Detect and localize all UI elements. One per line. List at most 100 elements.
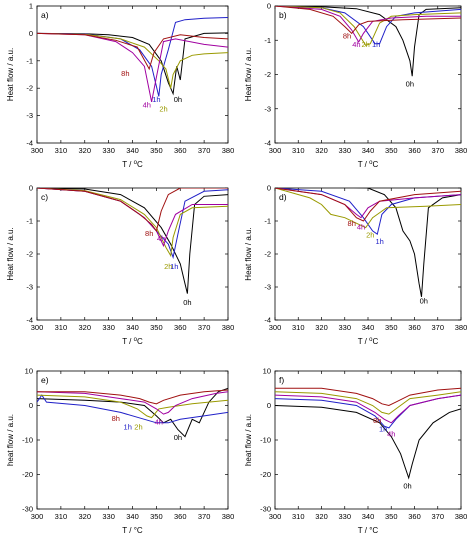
panel-label: f) [279,375,284,385]
x-tick-label: 340 [126,323,139,332]
y-tick-label: -4 [264,139,271,148]
panel-label: d) [279,192,287,202]
curve-label-4h: 4h [357,222,365,231]
series-line-8h [275,6,461,35]
x-tick-label: 340 [362,512,375,521]
series-line-4h [37,391,228,415]
x-axis-title: T / oC [358,337,379,346]
y-tick-label: -30 [260,505,271,514]
x-tick-label: 380 [455,146,468,155]
y-tick-label: -1 [264,217,271,226]
y-tick-label: -20 [22,470,33,479]
x-tick-label: 310 [292,323,305,332]
series-line-8h [275,188,461,222]
series-line-0h [37,188,228,294]
series-line-2h [37,394,228,419]
series-line-1h [37,394,228,424]
x-tick-label: 330 [338,146,351,155]
x-tick-label: 330 [102,512,115,521]
y-tick-label: -2 [264,70,271,79]
x-tick-label: 330 [102,146,115,155]
chart-panel-1: 300 310 320 330 340 350 360 370 380 1 0 -1 -2 -3 -4 T /… [6,2,234,170]
x-tick-label: 300 [31,146,44,155]
chart-panel-6: 300 310 320 330 340 350 360 370 380 10 0 -10 -20 -30 T… [244,367,467,536]
x-tick-label: 340 [126,146,139,155]
x-tick-label: 360 [408,512,421,521]
y-tick-label: 0 [267,184,271,193]
curve-label-0h: 0h [403,481,411,490]
x-tick-label: 300 [31,323,44,332]
series-line-4h [275,394,461,424]
plot-frame [274,370,462,510]
y-tick-label: 1 [29,2,33,11]
curve-label-2h: 2h [134,423,142,432]
panel-label: a) [41,10,49,20]
x-tick-label: 300 [269,323,282,332]
curve-label-8h: 8h [121,69,129,78]
series-line-8h [37,188,228,233]
series-line-4h [275,6,461,44]
series-line-2h [275,391,461,415]
series-line-2h [37,188,228,258]
y-tick-label: -3 [264,283,271,292]
y-axis-title: Heat flow / a.u. [6,48,15,101]
y-tick-label: -1 [26,217,33,226]
x-tick-label: 360 [408,146,421,155]
x-tick-label: 320 [315,146,328,155]
x-axis-title: T / oC [122,160,143,169]
series-line-1h [275,188,461,236]
curve-label-0h: 0h [174,95,182,104]
y-tick-label: -4 [264,316,271,325]
x-tick-label: 320 [315,512,328,521]
curve-label-1h: 1h [152,95,160,104]
y-tick-label: -30 [22,505,33,514]
y-tick-label: -10 [22,436,33,445]
y-tick-label: -4 [26,316,33,325]
x-tick-label: 310 [292,146,305,155]
y-tick-label: -1 [264,36,271,45]
x-tick-label: 380 [455,323,468,332]
x-tick-label: 310 [55,512,68,521]
y-tick-label: 0 [267,401,271,410]
series-line-4h [37,188,228,248]
y-tick-label: -3 [264,104,271,113]
series-line-0h [275,405,461,480]
plot-frame [36,5,229,144]
x-axis-title: T / oC [122,337,143,346]
curve-label-0h: 0h [420,297,428,306]
x-tick-label: 370 [198,512,211,521]
x-tick-label: 320 [78,323,91,332]
y-tick-label: 0 [267,2,271,11]
curve-label-2h: 2h [362,40,370,49]
x-tick-label: 340 [362,146,375,155]
curve-label-4h: 4h [352,40,360,49]
x-tick-label: 340 [126,512,139,521]
plot-frame [274,5,462,144]
curve-label-8h: 8h [373,416,381,425]
x-tick-label: 380 [222,146,235,155]
y-tick-label: 0 [29,401,33,410]
chart-panel-4: 300 310 320 330 340 350 360 370 380 0 -1 -2 -3 -4 T / … [244,184,467,347]
curve-label-0h: 0h [174,433,182,442]
curve-label-2h: 2h [159,104,167,113]
x-tick-label: 370 [431,146,444,155]
x-tick-label: 330 [338,512,351,521]
x-tick-label: 350 [385,323,398,332]
x-tick-label: 310 [55,323,68,332]
x-tick-label: 350 [150,512,163,521]
curve-label-1h: 1h [124,423,132,432]
curve-label-2h: 2h [366,231,374,240]
series-line-0h [37,387,228,438]
x-tick-label: 330 [338,323,351,332]
x-tick-label: 360 [174,146,187,155]
curve-label-4h: 4h [155,417,163,426]
curve-label-4h: 4h [157,234,165,243]
x-tick-label: 300 [269,512,282,521]
x-tick-label: 360 [408,323,421,332]
series-line-1h [37,17,228,97]
x-tick-label: 350 [385,512,398,521]
y-axis-title: Heat flow / a.u. [244,227,253,280]
x-tick-label: 320 [78,146,91,155]
x-axis-title: T / oC [358,160,379,169]
y-tick-label: -1 [26,56,33,65]
